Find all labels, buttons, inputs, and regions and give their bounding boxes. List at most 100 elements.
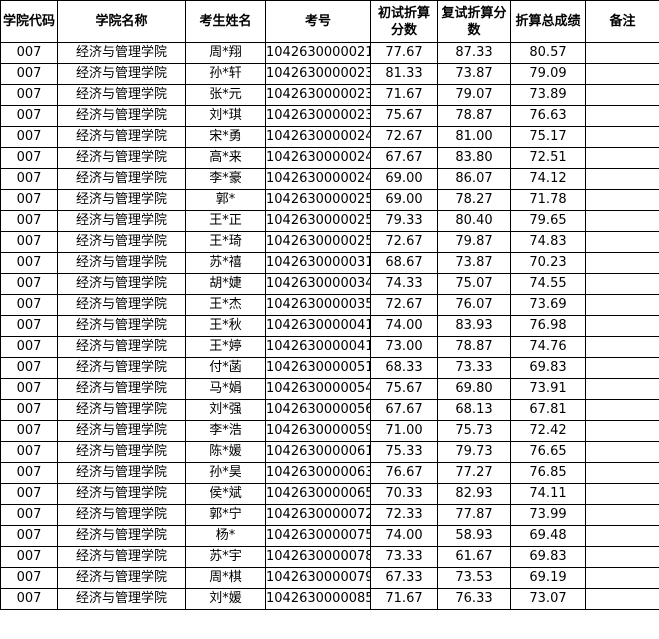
- cell-student-name: 孙*轩: [185, 63, 266, 85]
- cell-total-score: 74.83: [510, 231, 586, 253]
- cell-college-code: 007: [0, 567, 58, 589]
- cell-exam-number: 104263000008573: [265, 588, 371, 610]
- cell-college-code: 007: [0, 63, 58, 85]
- table-row: 007经济与管理学院杨*10426300000757374.0058.9369.…: [0, 525, 659, 547]
- table-row: 007经济与管理学院周*翔10426300000219377.6787.3380…: [0, 42, 659, 64]
- cell-remark: [585, 378, 659, 400]
- cell-remark: [585, 462, 659, 484]
- cell-remark: [585, 336, 659, 358]
- table-row: 007经济与管理学院李*浩10426300000595771.0075.7372…: [0, 420, 659, 442]
- cell-remark: [585, 147, 659, 169]
- cell-student-name: 马*娟: [185, 378, 266, 400]
- cell-total-score: 76.63: [510, 105, 586, 127]
- cell-college-name: 经济与管理学院: [57, 210, 186, 232]
- cell-college-name: 经济与管理学院: [57, 147, 186, 169]
- cell-total-score: 69.83: [510, 546, 586, 568]
- table-row: 007经济与管理学院王*婷10426300000415073.0078.8774…: [0, 336, 659, 358]
- cell-college-name: 经济与管理学院: [57, 273, 186, 295]
- cell-student-name: 孙*昊: [185, 462, 266, 484]
- cell-college-name: 经济与管理学院: [57, 357, 186, 379]
- cell-total-score: 73.99: [510, 504, 586, 526]
- cell-student-name: 刘*琪: [185, 105, 266, 127]
- cell-first-score: 75.67: [370, 378, 438, 400]
- cell-second-score: 58.93: [437, 525, 511, 547]
- cell-total-score: 79.09: [510, 63, 586, 85]
- cell-first-score: 74.33: [370, 273, 438, 295]
- cell-total-score: 80.57: [510, 42, 586, 64]
- cell-college-name: 经济与管理学院: [57, 105, 186, 127]
- cell-remark: [585, 294, 659, 316]
- cell-student-name: 王*杰: [185, 294, 266, 316]
- cell-total-score: 71.78: [510, 189, 586, 211]
- cell-first-score: 74.00: [370, 315, 438, 337]
- cell-second-score: 61.67: [437, 546, 511, 568]
- cell-exam-number: 104263000007299: [265, 504, 371, 526]
- cell-college-code: 007: [0, 105, 58, 127]
- cell-second-score: 68.13: [437, 399, 511, 421]
- cell-remark: [585, 315, 659, 337]
- cell-exam-number: 104263000002313: [265, 84, 371, 106]
- table-row: 007经济与管理学院王*秋10426300000414674.0083.9376…: [0, 315, 659, 337]
- cell-student-name: 王*琦: [185, 231, 266, 253]
- cell-first-score: 68.67: [370, 252, 438, 274]
- cell-total-score: 73.91: [510, 378, 586, 400]
- table-row: 007经济与管理学院王*正10426300000254479.3380.4079…: [0, 210, 659, 232]
- cell-exam-number: 104263000002399: [265, 105, 371, 127]
- cell-first-score: 76.67: [370, 462, 438, 484]
- cell-college-name: 经济与管理学院: [57, 168, 186, 190]
- cell-first-score: 71.67: [370, 84, 438, 106]
- cell-college-code: 007: [0, 504, 58, 526]
- cell-exam-number: 104263000002474: [265, 147, 371, 169]
- cell-total-score: 67.81: [510, 399, 586, 421]
- cell-remark: [585, 105, 659, 127]
- cell-college-name: 经济与管理学院: [57, 525, 186, 547]
- table-row: 007经济与管理学院李*豪10426300000248669.0086.0774…: [0, 168, 659, 190]
- table-row: 007经济与管理学院刘*琪10426300000239975.6778.8776…: [0, 105, 659, 127]
- cell-remark: [585, 126, 659, 148]
- column-header-college-name: 学院名称: [57, 0, 186, 43]
- cell-college-code: 007: [0, 189, 58, 211]
- table-row: 007经济与管理学院王*琦10426300000257772.6779.8774…: [0, 231, 659, 253]
- table-body: 007经济与管理学院周*翔10426300000219377.6787.3380…: [0, 42, 659, 610]
- cell-exam-number: 104263000002408: [265, 126, 371, 148]
- cell-student-name: 高*来: [185, 147, 266, 169]
- cell-second-score: 83.93: [437, 315, 511, 337]
- cell-second-score: 73.87: [437, 252, 511, 274]
- cell-student-name: 杨*: [185, 525, 266, 547]
- cell-college-name: 经济与管理学院: [57, 315, 186, 337]
- cell-exam-number: 104263000007977: [265, 567, 371, 589]
- cell-second-score: 83.80: [437, 147, 511, 169]
- table-header-row: 学院代码 学院名称 考生姓名 考号 初试折算分数 复试折算分数 折算总成绩 备注: [0, 0, 659, 43]
- cell-exam-number: 104263000002193: [265, 42, 371, 64]
- cell-first-score: 75.67: [370, 105, 438, 127]
- cell-remark: [585, 399, 659, 421]
- cell-remark: [585, 63, 659, 85]
- cell-first-score: 75.33: [370, 441, 438, 463]
- table-row: 007经济与管理学院周*棋10426300000797767.3373.5369…: [0, 567, 659, 589]
- cell-remark: [585, 273, 659, 295]
- table-row: 007经济与管理学院孙*昊10426300000634076.6777.2776…: [0, 462, 659, 484]
- cell-second-score: 73.53: [437, 567, 511, 589]
- table-row: 007经济与管理学院苏*宇10426300000787873.3361.6769…: [0, 546, 659, 568]
- cell-total-score: 74.12: [510, 168, 586, 190]
- cell-student-name: 周*棋: [185, 567, 266, 589]
- cell-first-score: 69.00: [370, 189, 438, 211]
- column-header-exam-number: 考号: [265, 0, 371, 43]
- cell-student-name: 郭*宁: [185, 504, 266, 526]
- cell-college-name: 经济与管理学院: [57, 567, 186, 589]
- cell-first-score: 71.00: [370, 420, 438, 442]
- cell-college-name: 经济与管理学院: [57, 462, 186, 484]
- cell-second-score: 75.73: [437, 420, 511, 442]
- table-row: 007经济与管理学院付*菡10426300000512468.3373.3369…: [0, 357, 659, 379]
- cell-total-score: 70.23: [510, 252, 586, 274]
- cell-college-code: 007: [0, 168, 58, 190]
- cell-remark: [585, 504, 659, 526]
- admission-score-table: 学院代码 学院名称 考生姓名 考号 初试折算分数 复试折算分数 折算总成绩 备注…: [0, 0, 659, 610]
- cell-college-code: 007: [0, 399, 58, 421]
- cell-second-score: 79.07: [437, 84, 511, 106]
- cell-total-score: 73.07: [510, 588, 586, 610]
- cell-college-name: 经济与管理学院: [57, 63, 186, 85]
- cell-exam-number: 104263000002486: [265, 168, 371, 190]
- table-row: 007经济与管理学院胡*婕10426300000344274.3375.0774…: [0, 273, 659, 295]
- cell-first-score: 67.67: [370, 147, 438, 169]
